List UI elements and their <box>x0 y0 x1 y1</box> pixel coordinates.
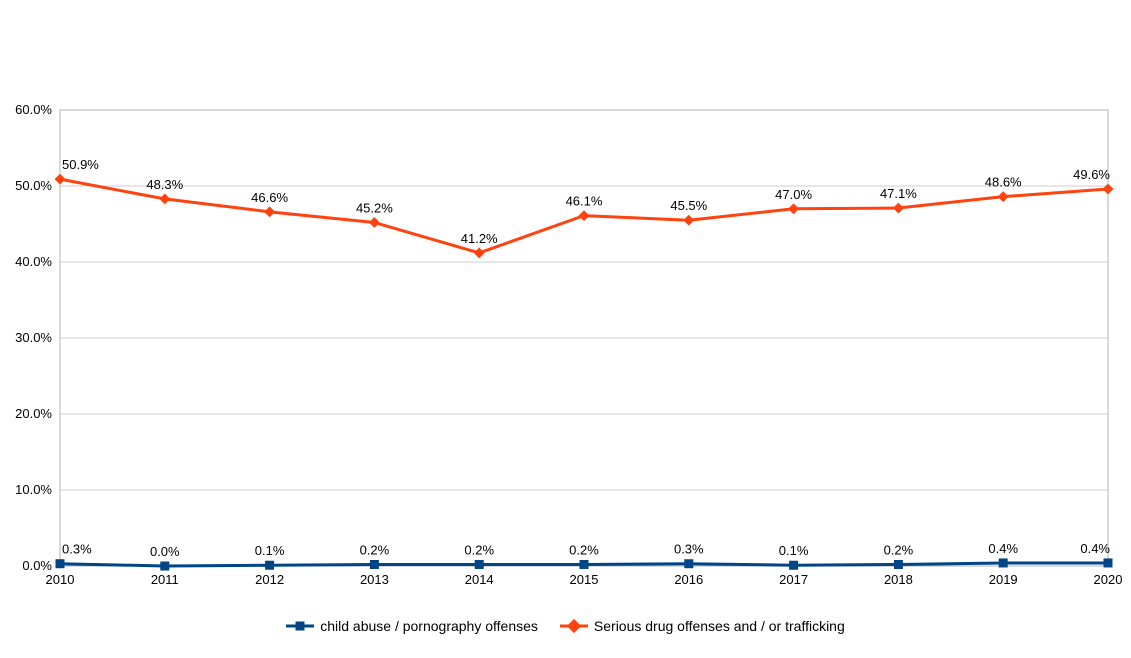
legend-label: child abuse / pornography offenses <box>320 618 538 634</box>
square-icon <box>580 560 589 569</box>
square-icon <box>475 560 484 569</box>
value-label: 46.1% <box>566 194 603 209</box>
y-tick-label: 40.0% <box>15 254 52 269</box>
value-label: 48.6% <box>985 175 1022 190</box>
value-label: 0.0% <box>150 544 180 559</box>
y-tick-label: 20.0% <box>15 406 52 421</box>
value-label: 48.3% <box>146 177 183 192</box>
x-tick-label: 2013 <box>360 572 389 587</box>
value-label: 0.3% <box>62 542 92 557</box>
chart-plot: 0.0% 10.0% 20.0% 30.0% 40.0% 50.0% 60.0% 2010 20… <box>0 0 1131 658</box>
value-label: 50.9% <box>62 157 99 172</box>
x-tick-label: 2011 <box>151 572 179 587</box>
legend-swatch-drug_offenses <box>560 619 588 633</box>
value-label: 45.2% <box>356 200 393 215</box>
chart-bg <box>0 0 1131 658</box>
legend-label: Serious drug offenses and / or trafficki… <box>594 618 845 634</box>
value-label: 46.6% <box>251 190 288 205</box>
x-tick-label: 2014 <box>465 572 494 587</box>
legend-swatch-child_abuse <box>286 619 314 633</box>
y-tick-label: 0.0% <box>22 558 52 573</box>
square-icon <box>56 559 65 568</box>
y-tick-label: 10.0% <box>15 482 52 497</box>
value-label: 0.2% <box>464 542 494 557</box>
value-label: 0.4% <box>1080 541 1110 556</box>
value-label: 0.3% <box>674 542 704 557</box>
x-tick-label: 2012 <box>255 572 284 587</box>
square-icon <box>265 561 274 570</box>
y-tick-label: 50.0% <box>15 178 52 193</box>
x-tick-label: 2016 <box>674 572 703 587</box>
x-tick-label: 2015 <box>570 572 599 587</box>
value-label: 0.2% <box>884 542 914 557</box>
value-label: 47.1% <box>880 186 917 201</box>
diamond-icon <box>567 619 581 633</box>
value-label: 47.0% <box>775 187 812 202</box>
value-label: 0.4% <box>988 541 1018 556</box>
square-icon <box>370 560 379 569</box>
square-icon <box>789 561 798 570</box>
x-tick-label: 2017 <box>779 572 808 587</box>
value-label: 0.2% <box>360 542 390 557</box>
square-icon <box>296 622 305 631</box>
x-tick-label: 2019 <box>989 572 1018 587</box>
value-label: 0.1% <box>779 543 809 558</box>
square-icon <box>894 560 903 569</box>
value-label: 41.2% <box>461 231 498 246</box>
x-tick-label: 2020 <box>1094 572 1123 587</box>
x-tick-label: 2010 <box>46 572 75 587</box>
square-icon <box>684 559 693 568</box>
square-icon <box>999 558 1008 567</box>
legend-item-drug_offenses: Serious drug offenses and / or trafficki… <box>560 618 845 634</box>
y-tick-label: 30.0% <box>15 330 52 345</box>
value-label: 49.6% <box>1073 167 1110 182</box>
value-label: 45.5% <box>670 198 707 213</box>
value-label: 0.2% <box>569 542 599 557</box>
legend-item-child_abuse: child abuse / pornography offenses <box>286 618 538 634</box>
x-tick-label: 2018 <box>884 572 913 587</box>
square-icon <box>160 562 169 571</box>
legend: child abuse / pornography offenses Seriou… <box>0 618 1131 634</box>
value-label: 0.1% <box>255 543 285 558</box>
square-icon <box>1104 558 1113 567</box>
y-tick-label: 60.0% <box>15 102 52 117</box>
chart-container: Wiretap orders in Australia by offenses … <box>0 0 1131 658</box>
